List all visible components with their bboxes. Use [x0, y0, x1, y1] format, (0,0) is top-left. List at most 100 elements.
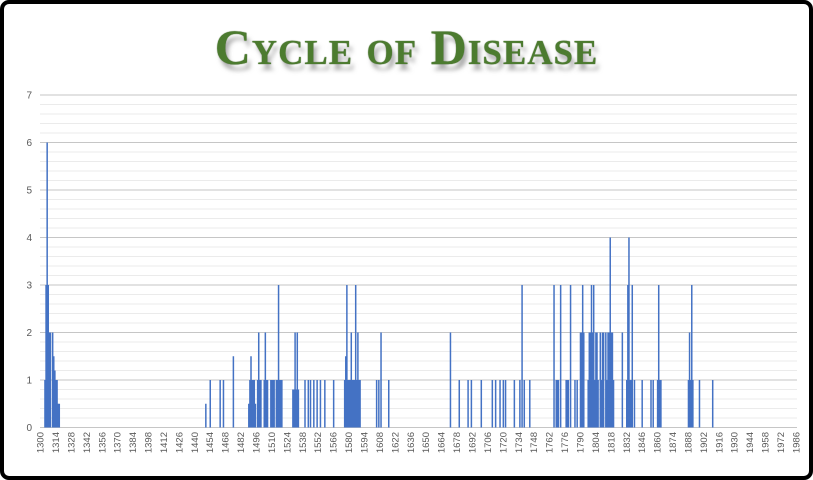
x-tick-label: 1762	[545, 432, 556, 453]
x-tick-label: 1524	[282, 432, 293, 453]
bar	[629, 380, 631, 428]
y-tick-label: 3	[26, 281, 32, 292]
x-tick-label: 1412	[159, 432, 170, 453]
bar	[606, 380, 608, 428]
bar	[55, 380, 57, 428]
bar	[567, 380, 570, 428]
bar	[346, 285, 348, 428]
bar	[621, 332, 624, 428]
x-tick-label: 1496	[252, 432, 263, 453]
x-tick-label: 1734	[514, 432, 525, 453]
bar	[652, 380, 654, 428]
x-tick-label: 1790	[575, 432, 586, 453]
bar	[347, 380, 349, 428]
bar	[580, 332, 583, 428]
bar	[359, 380, 361, 428]
x-tick-label: 1692	[467, 432, 478, 453]
bar	[357, 332, 359, 428]
bar	[590, 285, 593, 428]
x-tick-label: 1986	[791, 432, 802, 453]
bar	[596, 332, 598, 428]
bar	[626, 380, 628, 428]
x-tick-label: 1314	[51, 432, 62, 453]
bar	[271, 380, 273, 428]
bar	[380, 332, 382, 428]
x-tick-label: 1300	[36, 432, 47, 453]
x-tick-label: 1944	[745, 432, 756, 453]
bar	[278, 380, 281, 428]
bar	[272, 380, 274, 428]
bar	[565, 380, 567, 428]
bar	[260, 380, 262, 428]
bar	[54, 370, 56, 428]
bar	[352, 380, 355, 428]
bar	[499, 380, 501, 428]
bar	[687, 380, 690, 428]
bar	[324, 380, 326, 428]
bar	[470, 380, 473, 428]
bar	[656, 380, 659, 428]
bar	[257, 332, 260, 428]
bar	[583, 332, 585, 428]
bar	[691, 285, 693, 428]
bar	[556, 380, 559, 428]
minor-gridlines	[40, 104, 797, 419]
bar	[650, 380, 652, 428]
bar	[232, 356, 235, 428]
bar	[281, 380, 283, 428]
major-gridlines	[40, 94, 797, 428]
bar	[579, 332, 582, 428]
x-tick-label: 1636	[406, 432, 417, 453]
bar	[449, 332, 452, 428]
bar	[280, 380, 282, 428]
bar	[559, 285, 562, 428]
x-tick-label: 1468	[221, 432, 232, 453]
bar	[605, 332, 607, 428]
bar	[519, 380, 521, 428]
bar	[270, 380, 272, 428]
x-tick-label: 1328	[66, 432, 77, 453]
bar	[356, 380, 358, 428]
bar	[504, 380, 507, 428]
x-tick-label: 1720	[498, 432, 509, 453]
bar	[566, 380, 569, 428]
bar	[44, 380, 46, 428]
x-tick-label: 1804	[591, 432, 602, 453]
bar	[594, 380, 596, 428]
bar	[250, 356, 252, 428]
bar	[57, 403, 59, 428]
x-tick-label: 1832	[622, 432, 633, 453]
bar	[313, 380, 315, 428]
x-tick-label: 1972	[776, 432, 787, 453]
bar	[569, 285, 572, 428]
bar	[265, 380, 268, 428]
bar	[589, 332, 592, 428]
x-tick-label: 1454	[205, 432, 216, 453]
bar-chart: 0 1 2 3 4 5 6 7 1300 1314 1328 1342 1356 1370 1384 139…	[26, 91, 803, 454]
bar	[627, 285, 629, 428]
x-tick-label: 1860	[653, 432, 664, 453]
bar	[256, 380, 259, 428]
bar	[319, 380, 322, 428]
bar	[58, 403, 61, 428]
bar	[375, 380, 378, 428]
x-tick-label: 1958	[761, 432, 772, 453]
bar	[688, 332, 691, 428]
bar	[553, 285, 555, 428]
x-tick-label: 1930	[730, 432, 741, 453]
bar	[276, 380, 279, 428]
bar	[353, 380, 356, 428]
bar	[316, 380, 318, 428]
bar	[660, 380, 662, 428]
bar	[588, 332, 591, 428]
x-axis-tick-labels: 1300 1314 1328 1342 1356 1370 1384 1398 1412 1426…	[36, 432, 803, 453]
bar	[529, 380, 531, 428]
bar	[480, 380, 483, 428]
bar	[294, 332, 296, 428]
bar	[692, 380, 694, 428]
y-tick-label: 2	[26, 328, 32, 339]
y-tick-label: 1	[26, 376, 32, 387]
bar	[607, 332, 609, 428]
bar	[277, 285, 280, 428]
bar	[252, 380, 254, 428]
